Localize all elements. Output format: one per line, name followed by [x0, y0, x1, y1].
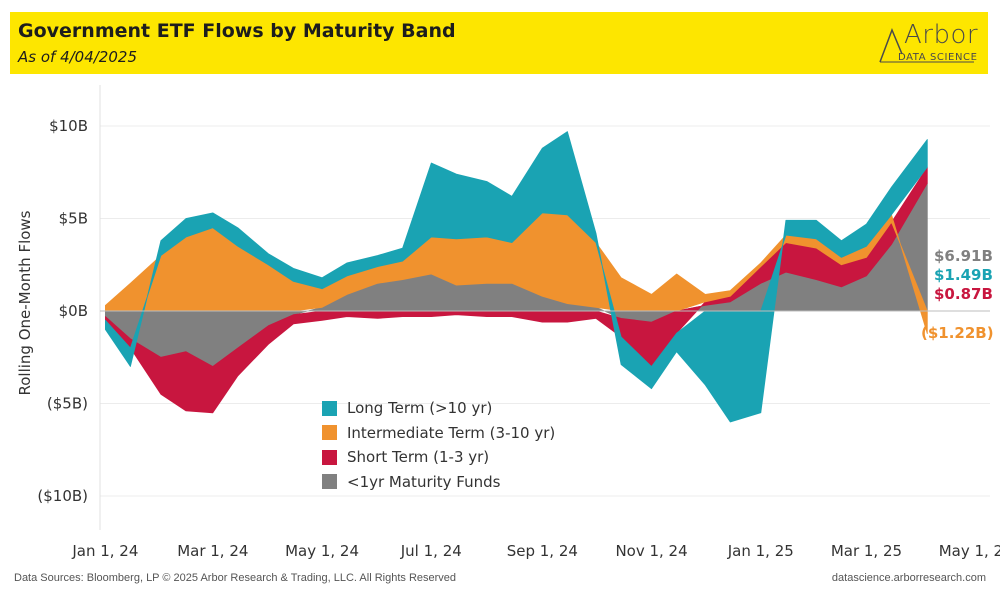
x-tick-label: May 1, 24 — [285, 542, 359, 560]
legend-swatch — [322, 400, 337, 416]
y-axis-label: Rolling One-Month Flows — [16, 210, 34, 395]
y-tick-label: ($5B) — [47, 395, 88, 413]
legend-item-intermediate: Intermediate Term (3-10 yr) — [322, 421, 555, 446]
legend-label: <1yr Maturity Funds — [347, 472, 501, 491]
chart-subtitle: As of 4/04/2025 — [18, 48, 137, 66]
legend-item-ultrashort: <1yr Maturity Funds — [322, 470, 555, 495]
logo-subtext: DATA SCIENCE — [898, 52, 978, 63]
legend: Long Term (>10 yr) Intermediate Term (3-1… — [322, 396, 555, 494]
x-axis-ticks: Jan 1, 24 Mar 1, 24 May 1, 24 Jul 1, 24 Sep … — [71, 542, 1000, 560]
x-tick-label: Jul 1, 24 — [400, 542, 462, 560]
legend-swatch — [322, 474, 337, 490]
legend-item-long: Long Term (>10 yr) — [322, 396, 555, 421]
footer-url: datascience.arborresearch.com — [831, 572, 986, 584]
x-tick-label: May 1, 25 — [939, 542, 1000, 560]
end-label-intermediate: ($1.22B) — [921, 324, 994, 342]
y-tick-label: $10B — [49, 117, 88, 135]
legend-swatch — [322, 425, 337, 441]
y-tick-label: ($10B) — [37, 487, 88, 505]
x-tick-label: Mar 1, 24 — [177, 542, 248, 560]
legend-label: Intermediate Term (3-10 yr) — [347, 423, 556, 442]
legend-label: Short Term (1-3 yr) — [347, 448, 490, 467]
series-area-long — [105, 131, 928, 423]
chart-title: Government ETF Flows by Maturity Band — [18, 20, 456, 42]
x-tick-label: Nov 1, 24 — [615, 542, 687, 560]
end-label-long: $1.49B — [934, 266, 993, 284]
x-tick-label: Mar 1, 25 — [831, 542, 902, 560]
end-label-short: $0.87B — [934, 285, 993, 303]
end-label-ultrashort: $6.91B — [934, 247, 993, 265]
stacked-areas — [105, 131, 928, 423]
y-tick-label: $5B — [59, 210, 88, 228]
y-tick-label: $0B — [59, 302, 88, 320]
arbor-logo: Arbor DATA SCIENCE — [878, 18, 978, 68]
x-tick-label: Jan 1, 25 — [727, 542, 794, 560]
arbor-logo-mark-icon — [879, 27, 974, 63]
y-axis-ticks: $10B $5B $0B ($5B) ($10B) — [37, 117, 88, 505]
x-tick-label: Sep 1, 24 — [507, 542, 578, 560]
x-tick-label: Jan 1, 24 — [71, 542, 138, 560]
legend-swatch — [322, 449, 337, 465]
title-banner: Government ETF Flows by Maturity Band As… — [10, 12, 988, 74]
legend-label: Long Term (>10 yr) — [347, 399, 493, 418]
footer-sources: Data Sources: Bloomberg, LP © 2025 Arbor… — [14, 572, 457, 584]
legend-item-short: Short Term (1-3 yr) — [322, 445, 555, 470]
logo-word: Arbor — [904, 20, 979, 50]
